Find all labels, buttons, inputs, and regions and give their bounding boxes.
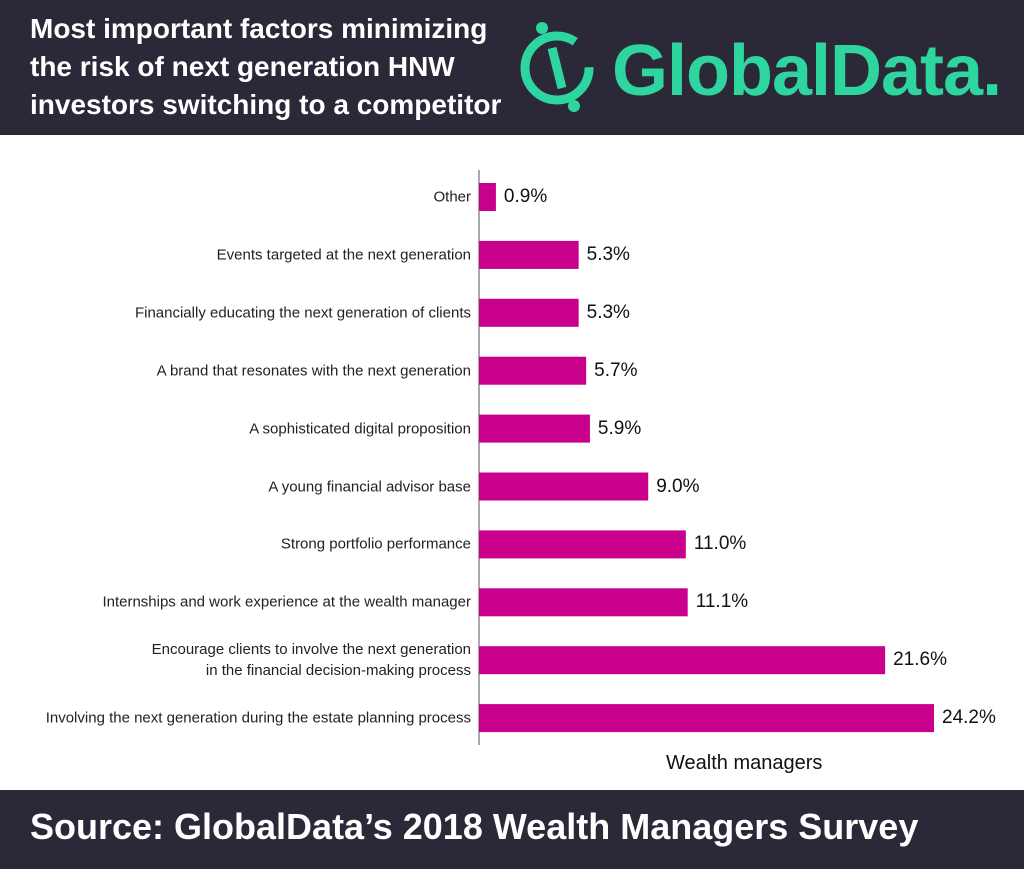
y-tick-label: Financially educating the next generatio… [134,304,471,322]
x-axis-label: Wealth managers [666,752,823,774]
value-label: 0.9% [503,186,548,207]
y-tick-label: Internships and work experience at the w… [102,593,471,611]
y-tick-label: Events targeted at the next generation [216,246,471,264]
footer: Source: GlobalData’s 2018 Wealth Manager… [0,790,1024,869]
chart [478,170,934,745]
bar [479,240,579,269]
y-tick-label: Encourage clients to involve the next ge… [151,641,471,680]
value-label: 5.7% [594,359,638,381]
logo: GlobalData. [612,31,1002,111]
bar [479,356,587,385]
value-label: 11.1% [695,591,749,613]
value-label: 5.9% [597,417,642,439]
value-label: 24.2% [942,707,996,729]
y-tick-label: A young financial advisor base [268,478,471,495]
y-tick-label: A sophisticated digital proposition [249,420,471,438]
y-tick-label: Other [433,188,471,206]
y-tick-label: A brand that resonates with the next gen… [156,362,471,380]
bar [479,414,590,443]
y-tick-label: Involving the next generation during the… [45,709,471,727]
bar [479,530,686,559]
header: Most important factors minimizing the ri… [0,0,1024,135]
bar [479,588,688,617]
bar [479,704,934,733]
logo-icon [520,22,594,112]
bar [479,298,579,327]
source: Source: GlobalData’s 2018 Wealth Manager… [30,806,919,847]
bar [479,472,649,501]
value-label: 5.3% [586,243,630,265]
value-label: 5.3% [586,301,630,323]
chart-title: Most important factors minimizing the ri… [30,13,502,120]
value-label: 9.0% [656,475,700,497]
value-label: 21.6% [893,649,947,671]
value-label: 11.0% [693,533,747,555]
bar [479,646,886,675]
bar [479,183,496,211]
y-tick-label: Strong portfolio performance [280,535,471,553]
